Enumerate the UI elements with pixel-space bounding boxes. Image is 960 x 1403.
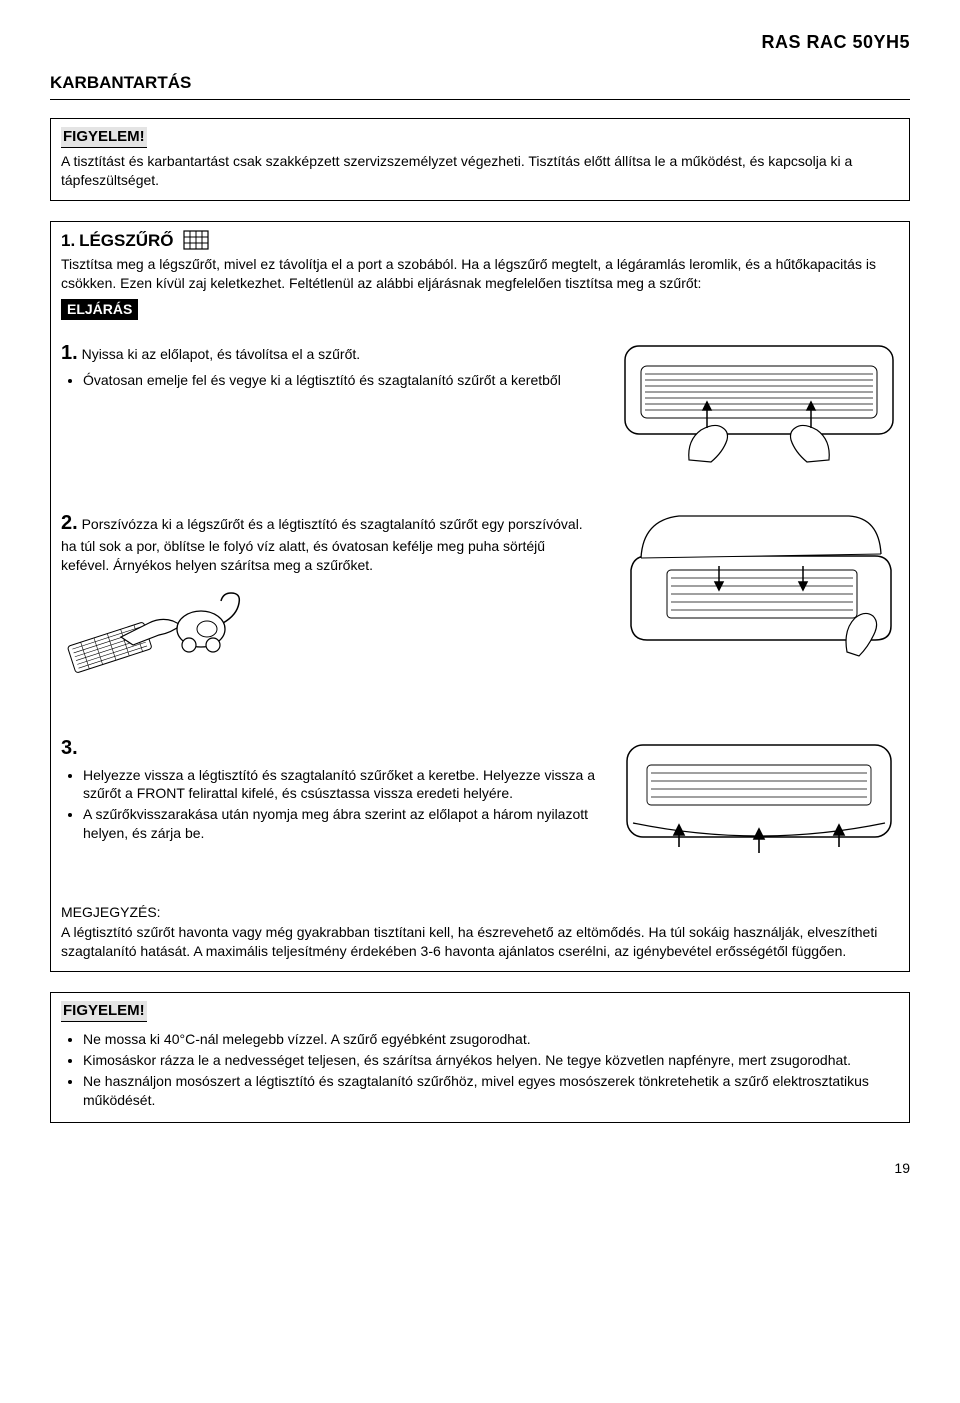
warning2-bullet-1: Kimosáskor rázza le a nedvességet teljes… <box>83 1051 899 1070</box>
step2-num: 2. <box>61 512 78 534</box>
eljaras-label: ELJÁRÁS <box>61 299 138 320</box>
step1-bullet: Óvatosan emelje fel és vegye ki a légtis… <box>83 371 595 390</box>
step1-lead: Nyissa ki az előlapot, és távolítsa el a… <box>78 346 360 362</box>
warning1-label: FIGYELEM! <box>61 127 147 148</box>
step-1-row: 1. Nyissa ki az előlapot, és távolítsa e… <box>61 340 899 470</box>
step2-lead: Porszívózza ki a légszűrőt és a légtiszt… <box>61 516 583 573</box>
warning2-label: FIGYELEM! <box>61 1001 147 1022</box>
step3-bullet-1: A szűrőkvisszarakása után nyomja meg ábr… <box>83 805 595 843</box>
filter-heading-num: 1. <box>61 231 75 250</box>
warning2-bullet-0: Ne mossa ki 40°C-nál melegebb vízzel. A … <box>83 1030 899 1049</box>
warning1-text: A tisztítást és karbantartást csak szakk… <box>61 152 899 190</box>
title-rule <box>50 99 910 100</box>
step3-bullet-0: Helyezze vissza a légtisztító és szagtal… <box>83 766 595 804</box>
warning-box-1: FIGYELEM! A tisztítást és karbantartást … <box>50 118 910 201</box>
step-2-row: 2. Porszívózza ki a légszűrőt és a légti… <box>61 510 899 685</box>
note-text: A légtisztító szűrőt havonta vagy még gy… <box>61 923 899 961</box>
step1-num: 1. <box>61 342 78 364</box>
step3-num: 3. <box>61 737 78 759</box>
filter-intro: Tisztítsa meg a légszűrőt, mivel ez távo… <box>61 255 899 293</box>
note-title: MEGJEGYZÉS: <box>61 903 899 922</box>
step2-illustration <box>619 510 899 660</box>
step1-illustration <box>619 340 899 470</box>
filter-grid-icon <box>183 230 209 255</box>
warning2-bullet-2: Ne használjon mosószert a légtisztító és… <box>83 1072 899 1110</box>
filter-heading-label: LÉGSZŰRŐ <box>79 231 173 250</box>
warning-box-2: FIGYELEM! Ne mossa ki 40°C-nál melegebb … <box>50 992 910 1123</box>
filter-box: 1. LÉGSZŰRŐ Tisztítsa meg a légszűrőt, m… <box>50 221 910 972</box>
page-title: KARBANTARTÁS <box>50 72 910 95</box>
vacuum-illustration <box>61 585 595 685</box>
step3-illustration <box>619 735 899 875</box>
page-number: 19 <box>50 1159 910 1178</box>
model-code: RAS RAC 50YH5 <box>50 30 910 54</box>
step-3-row: 3. Helyezze vissza a légtisztító és szag… <box>61 735 899 875</box>
